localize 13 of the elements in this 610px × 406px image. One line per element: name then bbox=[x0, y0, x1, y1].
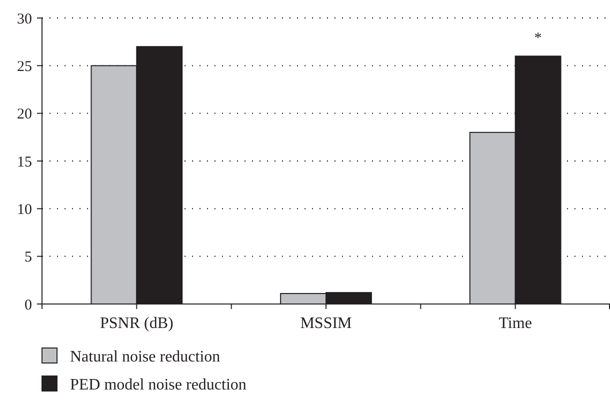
y-tick-label: 10 bbox=[17, 202, 32, 218]
annotation: * bbox=[534, 30, 542, 47]
y-tick-label: 30 bbox=[17, 11, 32, 28]
legend-label: Natural noise reduction bbox=[70, 348, 220, 366]
y-tick-label: 5 bbox=[24, 250, 32, 266]
y-tick-label: 15 bbox=[17, 154, 32, 170]
x-tick-label: Time bbox=[498, 315, 532, 332]
x-tick-label: PSNR (dB) bbox=[100, 315, 174, 332]
x-tick-label: MSSIM bbox=[300, 315, 352, 332]
y-tick-label: 25 bbox=[17, 58, 32, 75]
y-tick-label: 0 bbox=[24, 297, 32, 314]
legend-label: PED model noise reduction bbox=[70, 376, 246, 394]
y-tick-label: 20 bbox=[17, 106, 32, 123]
